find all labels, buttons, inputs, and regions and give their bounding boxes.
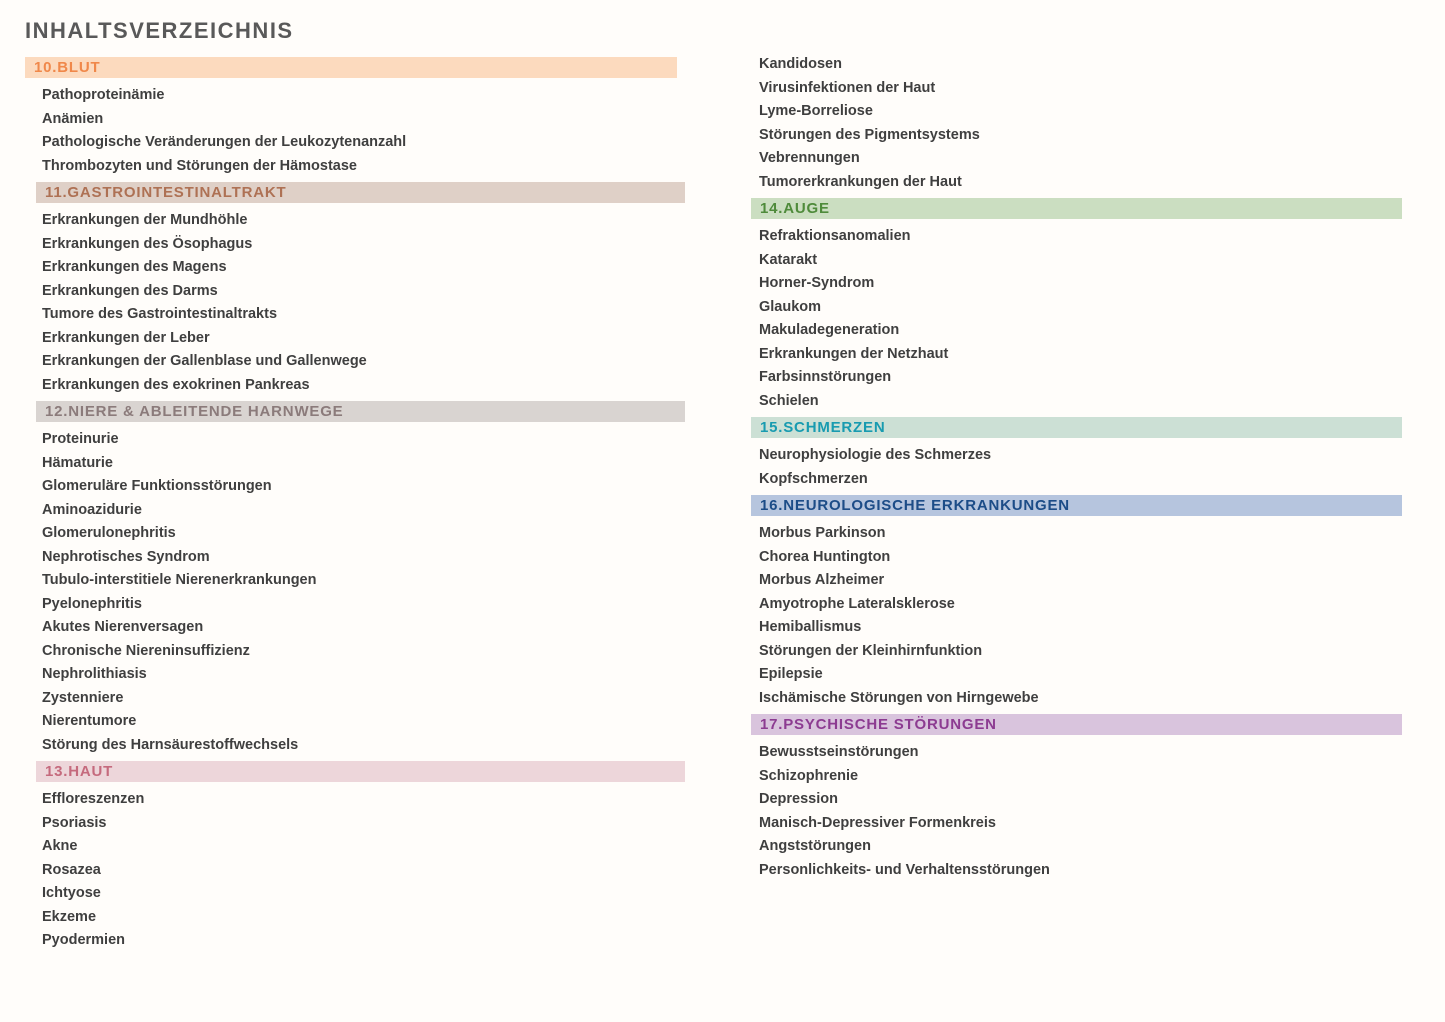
toc-item: Hämaturie bbox=[42, 454, 113, 471]
toc-section: 17.PSYCHISCHE STÖRUNGEN Bewusstseinstörun… bbox=[751, 714, 1402, 882]
toc-item: Makuladegeneration bbox=[759, 322, 900, 338]
toc-section: 10.BLUT Pathoproteinämie Anämien Pathologis… bbox=[25, 57, 685, 178]
toc-item: Nephrolithiasis bbox=[42, 666, 147, 682]
toc-item: Schizophrenie bbox=[759, 767, 859, 784]
toc-item: Ekzeme bbox=[42, 908, 97, 925]
toc-section: 11.GASTROINTESTINALTRAKT Erkrankungen der… bbox=[25, 182, 685, 397]
toc-item: Tumorerkrankungen der Haut bbox=[759, 173, 962, 190]
toc-item: Schielen bbox=[759, 392, 819, 409]
left-sections: 10.BLUT Pathoproteinämie Anämien Pathologis… bbox=[25, 57, 685, 953]
toc-item: Erkrankungen der Netzhaut bbox=[759, 345, 949, 362]
toc-item: Erkrankungen des Ösophagus bbox=[42, 235, 253, 252]
toc-item: Effloreszenzen bbox=[42, 791, 145, 807]
section-items: Bewusstseinstörungen Schizophrenie Depress… bbox=[751, 741, 1402, 882]
toc-item: Angststörungen bbox=[759, 838, 871, 854]
toc-section: 16.NEUROLOGISCHE ERKRANKUNGEN Morbus Park… bbox=[751, 495, 1402, 710]
toc-item: Akne bbox=[42, 838, 78, 854]
toc-item: Hemiballismus bbox=[759, 619, 862, 635]
toc-item: Vebrennungen bbox=[759, 150, 860, 166]
toc-item: Depression bbox=[759, 791, 838, 807]
toc-section: 14.AUGE Refraktionsanomalien Katarakt Horne… bbox=[751, 198, 1402, 413]
page-title: INHALTSVERZEICHNIS bbox=[25, 18, 294, 43]
toc-item: Personlichkeits- und Verhaltensstörungen bbox=[759, 861, 1050, 878]
toc-item: Pyelonephritis bbox=[42, 595, 142, 612]
toc-item: Tumore des Gastrointestinaltrakts bbox=[42, 306, 278, 322]
toc-item: Pyodermien bbox=[42, 932, 125, 948]
section-items: Proteinurie Hämaturie Glomeruläre Funktion… bbox=[25, 428, 685, 757]
section-items: Morbus Parkinson Chorea Huntington Morbus … bbox=[751, 522, 1402, 710]
section-items: Kandidosen Virusinfektionen der Haut Lyme-… bbox=[751, 53, 1402, 194]
toc-item: Kandidosen bbox=[759, 56, 842, 72]
toc-item: Thrombozyten und Störungen der Hämostase bbox=[42, 157, 357, 174]
toc-item: Katarakt bbox=[759, 251, 818, 268]
section-header: 15.SCHMERZEN bbox=[751, 417, 1402, 438]
toc-item: Morbus Alzheimer bbox=[759, 572, 885, 588]
toc-item: Störungen der Kleinhirnfunktion bbox=[759, 642, 983, 659]
section-items: Pathoproteinämie Anämien Pathologische Ver… bbox=[25, 84, 685, 178]
toc-item: Nierentumore bbox=[42, 713, 137, 729]
toc-item: Farbsinnstörungen bbox=[759, 369, 892, 385]
toc-item: Erkrankungen des Magens bbox=[42, 259, 227, 275]
toc-item: Ichtyose bbox=[42, 885, 101, 901]
toc-item: Aminoazidurie bbox=[42, 501, 142, 518]
toc-item: Tubulo-interstitiele Nierenerkrankungen bbox=[42, 572, 317, 588]
toc-column-left: INHALTSVERZEICHNIS 10.BLUT Pathoproteinäm… bbox=[25, 0, 685, 957]
toc-item: Pathoproteinämie bbox=[42, 87, 165, 103]
toc-item: Glaukom bbox=[759, 298, 822, 315]
toc-page: INHALTSVERZEICHNIS 10.BLUT Pathoproteinäm… bbox=[25, 0, 1402, 957]
section-items: Refraktionsanomalien Katarakt Horner-Syndr… bbox=[751, 225, 1402, 413]
toc-item: Rosazea bbox=[42, 861, 101, 878]
toc-item: Chronische Niereninsuffizienz bbox=[42, 642, 250, 659]
toc-item: Ischämische Störungen von Hirngewebe bbox=[759, 689, 1039, 706]
toc-item: Virusinfektionen der Haut bbox=[759, 79, 936, 96]
toc-item: Lyme-Borreliose bbox=[759, 103, 873, 119]
toc-item: Erkrankungen der Gallenblase und Gallenw… bbox=[42, 353, 367, 369]
toc-item: Erkrankungen des Darms bbox=[42, 282, 218, 299]
toc-item: Neurophysiologie des Schmerzes bbox=[759, 447, 992, 463]
section-header: 12.NIERE & ABLEITENDE HARNWEGE bbox=[36, 401, 685, 422]
toc-item: Psoriasis bbox=[42, 814, 107, 831]
toc-column-right: Kandidosen Virusinfektionen der Haut Lyme-… bbox=[751, 0, 1402, 886]
toc-item: Bewusstseinstörungen bbox=[759, 744, 919, 760]
section-header: 16.NEUROLOGISCHE ERKRANKUNGEN bbox=[751, 495, 1402, 516]
toc-item: Erkrankungen der Leber bbox=[42, 329, 210, 346]
toc-item: Refraktionsanomalien bbox=[759, 228, 911, 244]
toc-item: Manisch-Depressiver Formenkreis bbox=[759, 814, 996, 831]
section-header: 11.GASTROINTESTINALTRAKT bbox=[36, 182, 685, 203]
section-items: Neurophysiologie des Schmerzes Kopfschmer… bbox=[751, 444, 1402, 491]
toc-item: Störung des Harnsäurestoffwechsels bbox=[42, 736, 299, 753]
toc-section: Kandidosen Virusinfektionen der Haut Lyme-… bbox=[751, 53, 1402, 194]
toc-item: Zystenniere bbox=[42, 689, 124, 706]
toc-item: Morbus Parkinson bbox=[759, 525, 886, 541]
toc-item: Horner-Syndrom bbox=[759, 275, 875, 291]
toc-item: Kopfschmerzen bbox=[759, 470, 868, 487]
toc-item: Pathologische Veränderungen der Leukozyt… bbox=[42, 134, 407, 150]
toc-item: Glomeruläre Funktionsstörungen bbox=[42, 478, 272, 494]
toc-section: 15.SCHMERZEN Neurophysiologie des Schmerz… bbox=[751, 417, 1402, 491]
toc-item: Nephrotisches Syndrom bbox=[42, 548, 210, 565]
section-header: 14.AUGE bbox=[751, 198, 1402, 219]
toc-item: Erkrankungen des exokrinen Pankreas bbox=[42, 376, 310, 393]
toc-item: Anämien bbox=[42, 110, 104, 127]
toc-item: Chorea Huntington bbox=[759, 548, 891, 565]
toc-section: 12.NIERE & ABLEITENDE HARNWEGE Proteinuri… bbox=[25, 401, 685, 757]
toc-item: Erkrankungen der Mundhöhle bbox=[42, 212, 248, 228]
section-header: 10.BLUT bbox=[25, 57, 677, 78]
section-items: Erkrankungen der Mundhöhle Erkrankungen d… bbox=[25, 209, 685, 397]
section-header: 17.PSYCHISCHE STÖRUNGEN bbox=[751, 714, 1402, 735]
toc-item: Akutes Nierenversagen bbox=[42, 619, 204, 635]
toc-section: 13.HAUT Effloreszenzen Psoriasis Akne Rosaze… bbox=[25, 761, 685, 953]
toc-item: Glomerulonephritis bbox=[42, 525, 176, 541]
toc-item: Störungen des Pigmentsystems bbox=[759, 126, 980, 143]
toc-item: Amyotrophe Lateralsklerose bbox=[759, 595, 955, 612]
right-sections: Kandidosen Virusinfektionen der Haut Lyme-… bbox=[751, 53, 1402, 882]
section-items: Effloreszenzen Psoriasis Akne Rosazea Ichtyo… bbox=[25, 788, 685, 953]
section-header: 13.HAUT bbox=[36, 761, 685, 782]
toc-item: Proteinurie bbox=[42, 431, 119, 447]
toc-item: Epilepsie bbox=[759, 666, 823, 682]
